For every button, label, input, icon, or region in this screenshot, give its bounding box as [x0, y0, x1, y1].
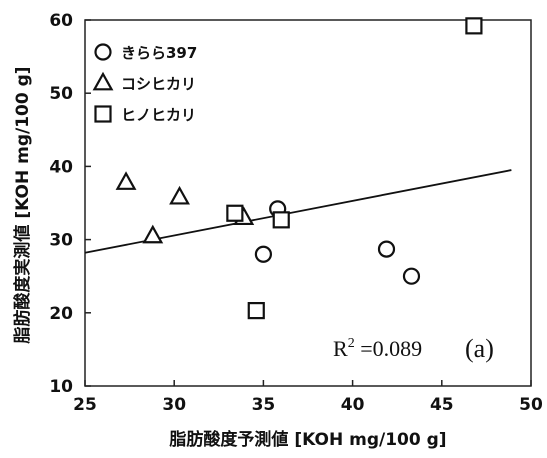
y-tick-label: 10 [49, 377, 73, 397]
x-tick-label: 30 [162, 395, 186, 415]
legend-circle-marker [94, 43, 112, 61]
x-tick-label: 50 [519, 395, 543, 415]
r-squared-annotation: R2 =0.089 [333, 336, 422, 361]
triangle-data-point [169, 185, 190, 205]
y-axis-title: 脂肪酸度実測値 [KOH mg/100 g] [12, 66, 33, 343]
legend-label: きらら397 [121, 44, 197, 62]
x-tick-label: 45 [430, 395, 454, 415]
y-tick-label: 40 [49, 157, 73, 177]
r2-exponent: 2 [348, 336, 355, 351]
y-tick-label: 20 [49, 304, 73, 324]
circle-data-point [402, 267, 421, 285]
square-data-point [272, 211, 290, 229]
square-data-point [226, 204, 244, 222]
x-tick-label: 25 [73, 395, 97, 415]
square-data-point [465, 17, 483, 35]
x-axis-title: 脂肪酸度予測値 [KOH mg/100 g] [169, 429, 446, 450]
legend-label: ヒノヒカリ [121, 106, 196, 124]
legend-triangle-marker [92, 71, 114, 91]
plot-area [84, 19, 532, 387]
legend-square-marker [94, 105, 112, 123]
x-tick-label: 40 [341, 395, 365, 415]
y-tick-label: 50 [49, 84, 73, 104]
data-points [115, 17, 483, 320]
square-data-point [247, 302, 265, 320]
r2-prefix: R [333, 336, 348, 361]
y-tick-label: 30 [49, 231, 73, 251]
x-axis-ticks: 25 30 35 40 45 50 [73, 380, 543, 415]
panel-label: (a) [465, 334, 494, 363]
x-tick-label: 35 [252, 395, 276, 415]
r2-value: =0.089 [355, 336, 422, 361]
circle-data-point [377, 240, 396, 258]
y-axis-ticks: 10 20 30 40 50 60 [49, 11, 91, 397]
triangle-data-point [142, 224, 164, 244]
triangle-data-point [115, 171, 137, 190]
circle-data-point [254, 245, 272, 263]
legend-label: コシヒカリ [121, 75, 196, 93]
y-tick-label: 60 [49, 11, 73, 31]
